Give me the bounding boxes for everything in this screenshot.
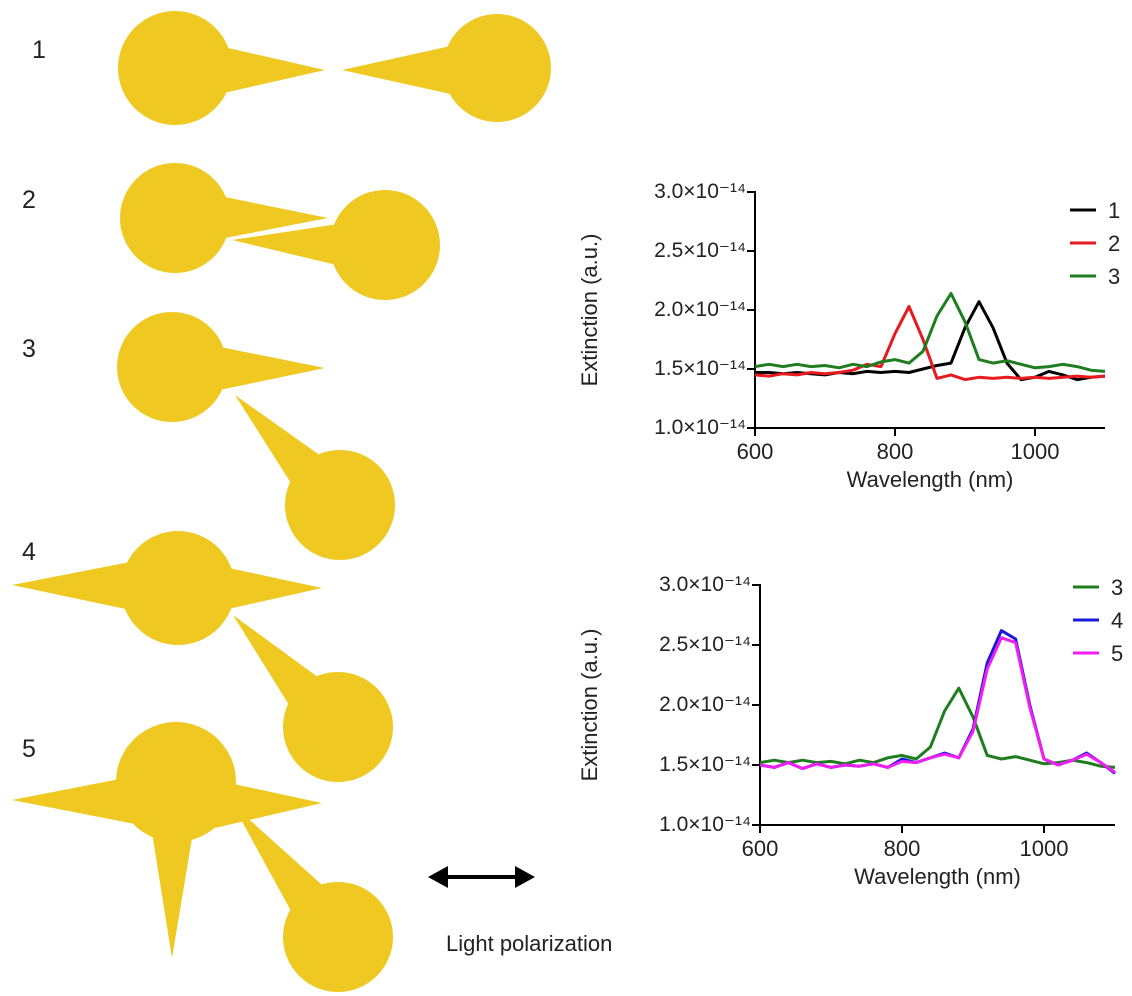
y-tick-label: 1.0×10⁻¹⁴ — [659, 813, 751, 836]
data-line — [755, 302, 1105, 380]
y-tick-label: 2.5×10⁻¹⁴ — [659, 633, 751, 656]
legend-label: 4 — [1111, 608, 1123, 633]
legend-label: 3 — [1108, 264, 1120, 289]
y-axis-title: Extinction (a.u.) — [577, 234, 602, 387]
y-tick-label: 1.5×10⁻¹⁴ — [654, 357, 746, 380]
figure: 1 2 3 4 5 Light polarization 1.0×10⁻¹ — [0, 0, 1132, 996]
y-tick-label: 2.5×10⁻¹⁴ — [654, 239, 746, 262]
x-tick-label: 800 — [877, 439, 914, 464]
y-tick-label: 2.0×10⁻¹⁴ — [654, 298, 746, 321]
x-axis-title: Wavelength (nm) — [847, 467, 1014, 492]
structure-3 — [117, 312, 395, 560]
y-tick-label: 1.0×10⁻¹⁴ — [654, 416, 746, 439]
x-tick-label: 600 — [742, 836, 779, 861]
y-tick-label: 3.0×10⁻¹⁴ — [659, 573, 751, 596]
x-tick-label: 800 — [884, 836, 921, 861]
legend-label: 5 — [1111, 641, 1123, 666]
x-tick-label: 600 — [737, 439, 774, 464]
structure-1 — [118, 11, 551, 125]
data-line — [760, 631, 1115, 774]
structure-label: 4 — [22, 538, 36, 566]
y-tick-label: 2.0×10⁻¹⁴ — [659, 693, 751, 716]
y-tick-label: 3.0×10⁻¹⁴ — [654, 180, 746, 203]
structure-label: 1 — [32, 36, 46, 64]
structure-label: 2 — [22, 186, 36, 214]
x-axis-title: Wavelength (nm) — [854, 864, 1021, 889]
page: {"structures": {"labels": ["1", "2", "3"… — [0, 0, 1132, 996]
structure-2 — [120, 163, 440, 300]
y-tick-label: 1.5×10⁻¹⁴ — [659, 753, 751, 776]
polarization-arrow — [428, 866, 535, 888]
legend-label: 2 — [1108, 231, 1120, 256]
structure-label: 5 — [22, 735, 36, 763]
y-axis-title: Extinction (a.u.) — [577, 629, 602, 782]
data-line — [760, 638, 1115, 772]
x-tick-label: 1000 — [1011, 439, 1060, 464]
legend-label: 3 — [1111, 575, 1123, 600]
structure-label: 3 — [22, 335, 36, 363]
structures: 1 2 3 4 5 — [12, 11, 551, 992]
x-tick-label: 1000 — [1020, 836, 1069, 861]
legend-label: 1 — [1108, 198, 1120, 223]
polarization-label: Light polarization — [446, 931, 612, 956]
